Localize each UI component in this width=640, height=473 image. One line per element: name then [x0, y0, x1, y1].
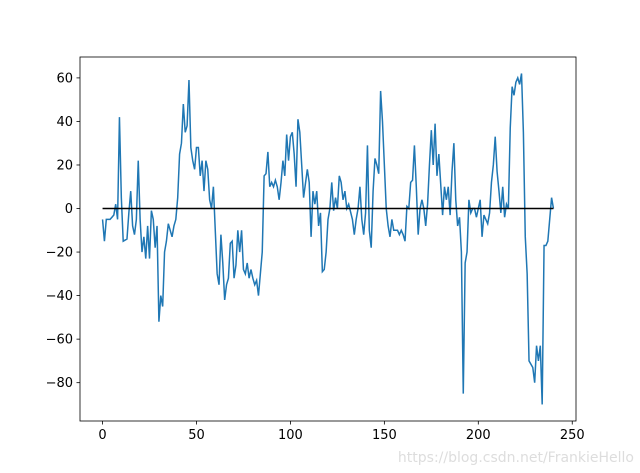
- y-tick-label: −40: [46, 289, 73, 304]
- y-tick-label: −20: [46, 246, 73, 261]
- y-tick-label: 40: [56, 115, 73, 130]
- y-tick-label: −80: [46, 376, 73, 391]
- x-tick-label: 0: [98, 428, 106, 443]
- y-tick-label: −60: [46, 333, 73, 348]
- x-tick-label: 150: [372, 428, 397, 443]
- y-tick-label: 0: [65, 202, 73, 217]
- data-line: [101, 73, 555, 405]
- y-tick-label: 20: [56, 158, 73, 173]
- watermark: https://blog.csdn.net/FrankieHello: [398, 450, 634, 466]
- x-tick-label: 100: [278, 428, 303, 443]
- plot-frame: [79, 56, 577, 422]
- x-tick-label: 200: [466, 428, 491, 443]
- x-tick-label: 50: [188, 428, 205, 443]
- x-tick-label: 250: [560, 428, 585, 443]
- y-tick-label: 60: [56, 71, 73, 86]
